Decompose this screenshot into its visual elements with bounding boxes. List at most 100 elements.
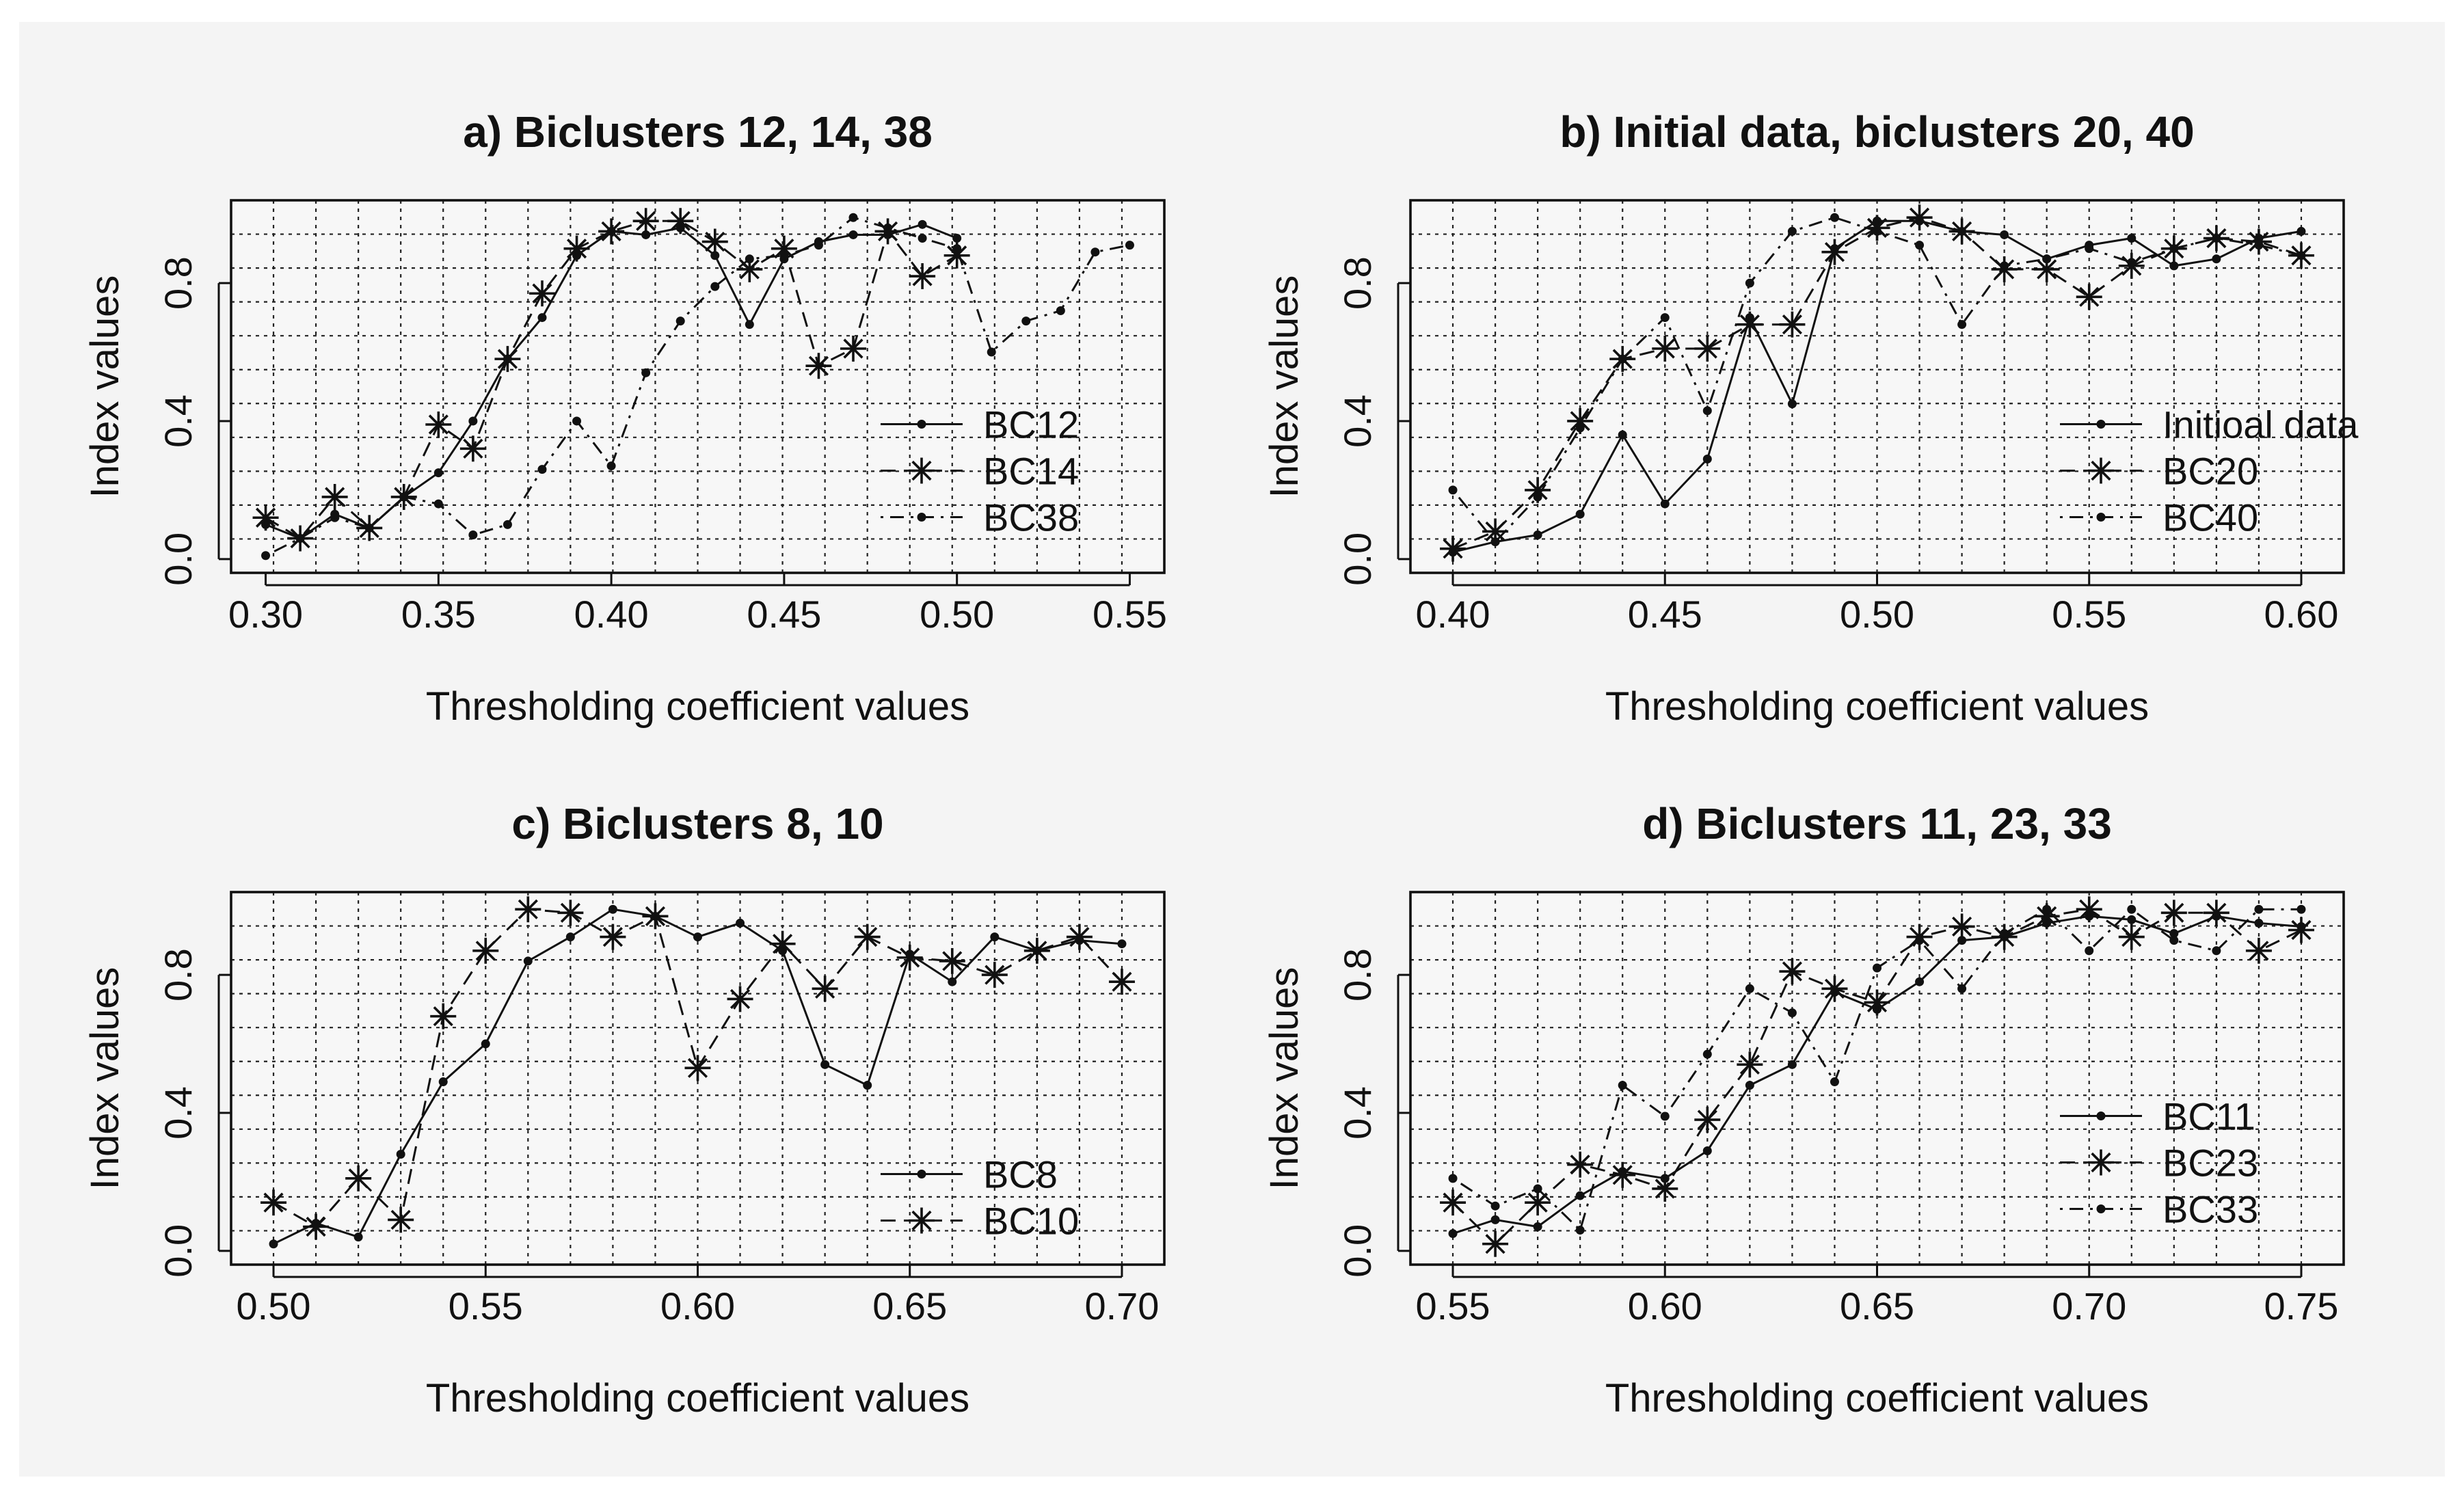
y-axis: 0.0 0.4 0.8 Index values bbox=[83, 256, 231, 586]
data-point-stroke-3 bbox=[1027, 941, 1047, 961]
data-point bbox=[260, 1189, 287, 1216]
data-point bbox=[2212, 254, 2221, 264]
data-point bbox=[364, 523, 374, 533]
data-point bbox=[667, 208, 694, 234]
data-point bbox=[269, 1239, 278, 1249]
y-axis-label: Index values bbox=[83, 275, 127, 498]
data-point-stroke-3 bbox=[601, 221, 621, 241]
data-point-stroke-3 bbox=[1443, 1192, 1463, 1213]
legend-label: BC8 bbox=[983, 1153, 1058, 1196]
legend-label: Initioal data bbox=[2162, 403, 2359, 446]
data-point bbox=[503, 520, 512, 529]
data-point bbox=[529, 280, 555, 307]
data-point bbox=[918, 234, 927, 243]
data-point bbox=[252, 504, 279, 531]
data-point bbox=[2127, 234, 2137, 243]
data-point-stroke-3 bbox=[2206, 902, 2227, 923]
data-point bbox=[1618, 430, 1627, 440]
data-point-stroke-3 bbox=[808, 355, 829, 376]
series-bc14 bbox=[252, 208, 970, 552]
x-tick-label: 0.45 bbox=[1628, 593, 1702, 636]
data-point bbox=[854, 924, 881, 950]
legend-marker bbox=[2088, 457, 2114, 484]
data-point bbox=[1525, 1189, 1551, 1216]
y-axis: 0.0 0.4 0.8 Index values bbox=[83, 948, 231, 1278]
y-axis-label: Index values bbox=[1262, 967, 1307, 1190]
data-point bbox=[2203, 900, 2229, 926]
data-point bbox=[608, 904, 617, 914]
data-point bbox=[812, 975, 838, 1002]
x-axis-label: Thresholding coefficient values bbox=[1605, 684, 2149, 729]
data-point bbox=[987, 347, 996, 357]
data-point bbox=[1694, 1107, 1721, 1133]
data-point bbox=[1873, 226, 1882, 236]
data-point-stroke-3 bbox=[705, 231, 725, 252]
data-point bbox=[848, 230, 858, 239]
legend-marker-stroke-3 bbox=[2091, 1152, 2111, 1173]
data-point bbox=[1117, 939, 1127, 949]
data-point bbox=[779, 251, 789, 260]
data-point bbox=[1490, 537, 1500, 547]
data-point bbox=[1787, 399, 1797, 409]
data-point bbox=[1745, 1081, 1754, 1090]
data-point bbox=[565, 932, 575, 942]
data-point bbox=[1440, 535, 1467, 562]
data-point bbox=[863, 1081, 872, 1090]
legend-marker bbox=[917, 420, 926, 429]
data-point bbox=[1021, 316, 1031, 326]
data-point bbox=[2127, 915, 2137, 924]
data-point bbox=[515, 896, 541, 923]
data-point bbox=[693, 932, 702, 942]
data-point-stroke-3 bbox=[348, 1168, 369, 1189]
data-point bbox=[1957, 984, 1967, 993]
data-point-stroke-3 bbox=[2121, 927, 2142, 947]
data-point-stroke-3 bbox=[1443, 539, 1463, 559]
plot-area bbox=[1410, 892, 2344, 1265]
data-point-stroke-3 bbox=[428, 414, 448, 435]
data-point bbox=[641, 368, 651, 377]
data-point bbox=[1448, 1174, 1458, 1183]
plot-frame bbox=[230, 199, 1166, 574]
data-point bbox=[330, 513, 340, 522]
x-tick-label: 0.30 bbox=[228, 593, 303, 636]
chart-title: a) Biclusters 12, 14, 38 bbox=[463, 107, 933, 157]
chart-panel-2: 0.50 0.55 0.60 0.65 0.70 Thresholding coeffic… bbox=[83, 799, 1166, 1420]
data-point bbox=[1787, 1060, 1797, 1069]
data-point-stroke-3 bbox=[1485, 521, 1505, 542]
y-axis: 0.0 0.4 0.8 Index values bbox=[1262, 256, 1410, 586]
legend-label: BC10 bbox=[983, 1200, 1079, 1243]
data-point-stroke-3 bbox=[325, 487, 345, 507]
data-point-stroke-3 bbox=[773, 934, 793, 954]
y-axis-label: Index values bbox=[1262, 275, 1307, 498]
x-tick-label: 0.55 bbox=[1093, 593, 1167, 636]
data-point bbox=[641, 230, 651, 239]
data-point bbox=[2127, 904, 2137, 914]
data-point bbox=[1745, 984, 1754, 993]
data-point bbox=[710, 282, 720, 291]
data-point bbox=[1567, 407, 1594, 434]
x-tick-label: 0.50 bbox=[237, 1284, 311, 1328]
chart-title: b) Initial data, biclusters 20, 40 bbox=[1559, 107, 2194, 157]
data-point bbox=[388, 1207, 414, 1233]
data-point bbox=[430, 1003, 457, 1029]
y-tick-label: 0.4 bbox=[1336, 1086, 1379, 1140]
x-tick-label: 0.65 bbox=[872, 1284, 947, 1328]
data-point bbox=[606, 461, 616, 471]
legend-label: BC23 bbox=[2162, 1142, 2258, 1185]
y-tick-label: 0.8 bbox=[157, 256, 200, 310]
series-bc8 bbox=[269, 904, 1127, 1249]
data-point bbox=[1482, 1230, 1509, 1257]
y-tick-label: 0.8 bbox=[157, 948, 200, 1001]
data-point-stroke-3 bbox=[857, 927, 878, 947]
data-point bbox=[1056, 306, 1065, 315]
chart-panel-3: 0.55 0.60 0.65 0.70 0.75 Thresholding coeffic… bbox=[1262, 799, 2345, 1420]
data-point-stroke-3 bbox=[1697, 338, 1717, 359]
data-point-stroke-3 bbox=[815, 978, 835, 999]
data-point-stroke-3 bbox=[900, 947, 920, 968]
data-point bbox=[1702, 1049, 1712, 1059]
legend-marker bbox=[2096, 1112, 2106, 1120]
data-point bbox=[820, 1060, 830, 1069]
data-point-stroke-3 bbox=[670, 211, 691, 231]
